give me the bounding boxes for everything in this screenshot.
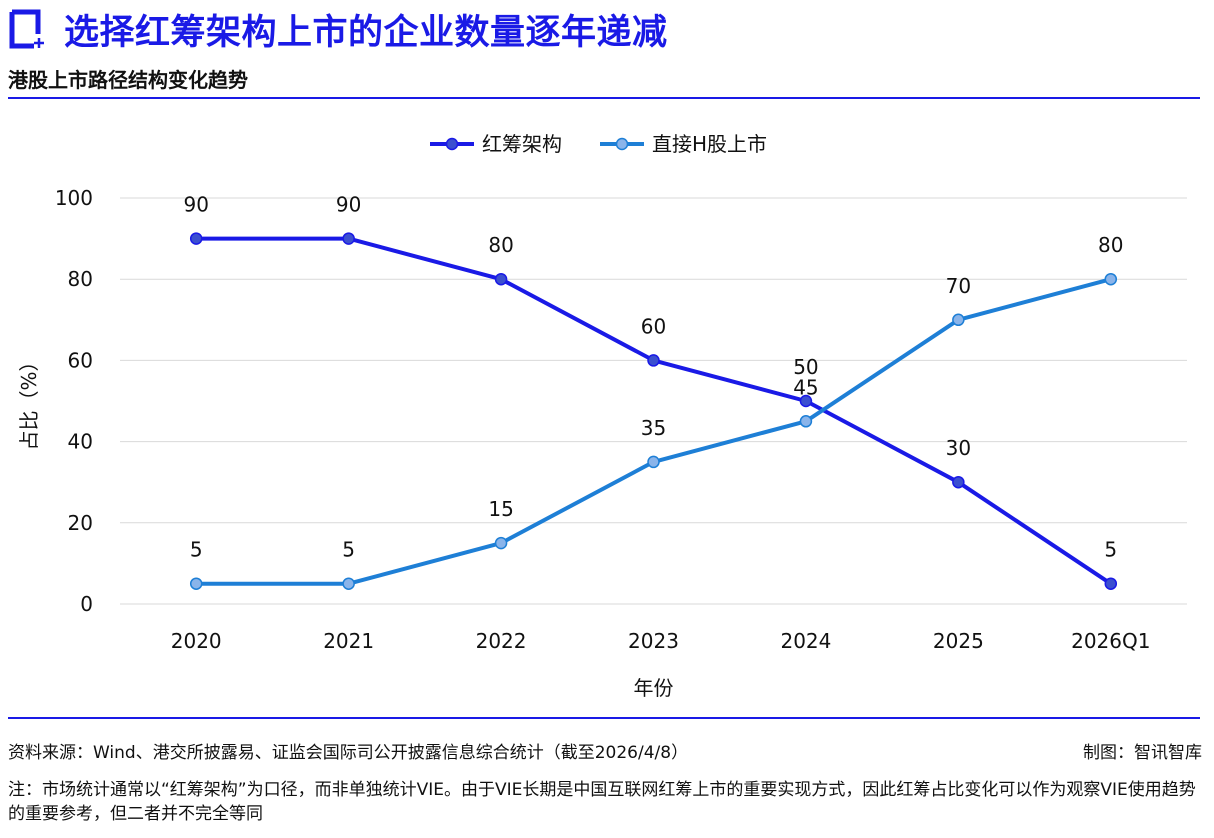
y-tick-label: 60	[68, 348, 93, 372]
data-point	[1104, 577, 1118, 590]
data-label: 50	[793, 355, 818, 379]
note-text: 注：市场统计通常以“红筹架构”为口径，而非单独统计VIE。由于VIE长期是中国互…	[8, 780, 1196, 824]
data-label: 70	[946, 274, 971, 298]
data-point	[647, 455, 660, 469]
page-subtitle: 港股上市路径结构变化趋势	[8, 68, 248, 92]
data-point	[952, 313, 965, 327]
y-tick-label: 20	[68, 511, 93, 535]
data-point	[189, 577, 203, 590]
x-tick-label: 2026Q1	[1071, 629, 1150, 653]
x-tick-label: 2025	[933, 629, 984, 653]
legend-marker	[445, 137, 459, 151]
data-point	[494, 272, 508, 286]
x-tick-label: 2023	[628, 629, 679, 653]
data-label: 5	[190, 538, 203, 562]
page-title: 选择红筹架构上市的企业数量逐年递减	[64, 13, 668, 53]
footer-divider	[8, 717, 1200, 719]
data-label: 5	[1104, 538, 1117, 562]
data-point	[952, 475, 965, 489]
legend-label: 红筹架构	[482, 132, 562, 156]
data-point	[1104, 272, 1118, 286]
source-text: 资料来源：Wind、港交所披露易、证监会国际司公开披露信息综合统计（截至2026…	[8, 743, 689, 763]
y-tick-label: 0	[80, 592, 93, 616]
header-divider	[8, 97, 1200, 99]
data-label: 35	[641, 416, 666, 440]
data-label: 80	[1098, 233, 1123, 257]
y-tick-label: 100	[55, 186, 93, 210]
data-point	[342, 232, 355, 245]
data-point	[494, 536, 508, 550]
x-tick-label: 2022	[476, 629, 527, 653]
y-axis-title: 占比（%）	[17, 351, 41, 450]
data-point	[799, 394, 813, 408]
data-label: 60	[641, 314, 666, 338]
data-label: 80	[488, 233, 513, 257]
line-chart: 0 20 40 60 80 100 2020 2021 2022 2023 2024 2025 2026…	[17, 132, 1187, 700]
data-point	[647, 354, 660, 367]
logo-icon	[9, 9, 44, 49]
data-label: 30	[946, 436, 971, 460]
x-axis-title: 年份	[634, 676, 674, 700]
x-tick-label: 2021	[323, 629, 374, 653]
legend-marker	[615, 137, 629, 151]
data-label: 15	[488, 497, 513, 521]
data-point	[189, 232, 203, 245]
x-tick-label: 2024	[780, 629, 831, 653]
y-tick-label: 80	[68, 267, 93, 291]
data-label: 90	[336, 193, 361, 217]
data-label: 5	[342, 538, 355, 562]
y-tick-label: 40	[68, 430, 93, 454]
x-tick-label: 2020	[171, 629, 222, 653]
data-label: 45	[793, 375, 818, 399]
data-label: 90	[183, 193, 208, 217]
data-point	[342, 577, 355, 590]
legend-label: 直接H股上市	[652, 132, 767, 156]
series-line	[194, 236, 1113, 586]
data-point	[799, 415, 813, 428]
credit-text: 制图：智讯智库	[1083, 743, 1202, 763]
